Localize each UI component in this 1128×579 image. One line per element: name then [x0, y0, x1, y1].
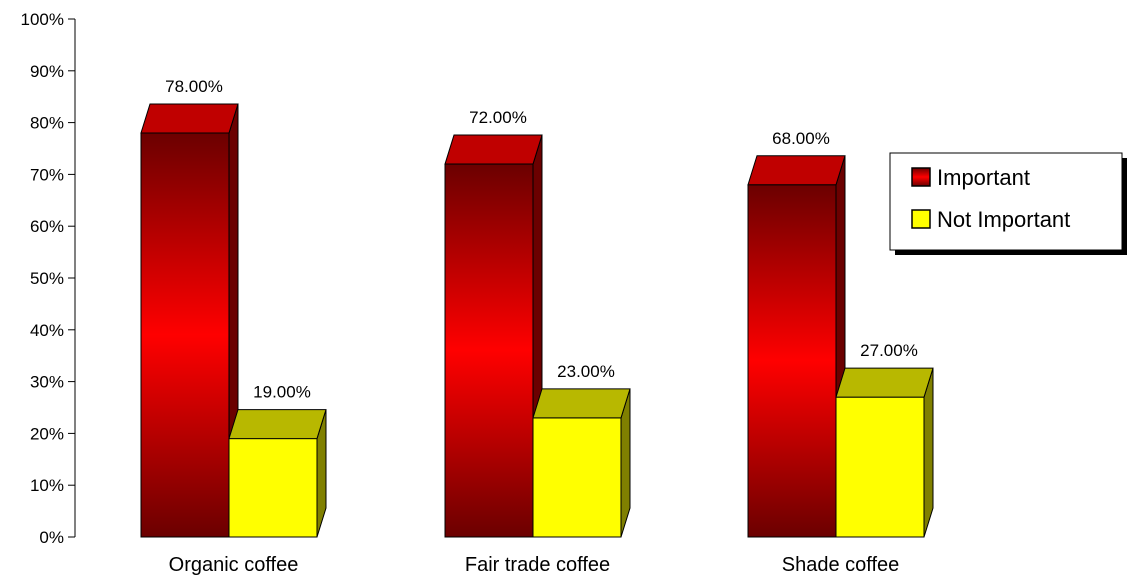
- y-tick-label: 0%: [39, 528, 64, 547]
- bar-not-important: [228, 409, 327, 538]
- y-tick-label: 30%: [30, 373, 64, 392]
- x-tick-label: Fair trade coffee: [465, 554, 610, 576]
- bar-front: [140, 132, 230, 538]
- bar-top: [835, 367, 934, 398]
- bar-front: [532, 417, 622, 538]
- plot-area: [140, 103, 934, 538]
- y-tick-label: 70%: [30, 165, 64, 184]
- bar-top: [444, 134, 543, 165]
- legend-item-label: Not Important: [937, 207, 1070, 232]
- bar-front: [228, 438, 318, 538]
- bar-top: [140, 103, 239, 134]
- bar-front: [835, 396, 925, 538]
- data-label: 27.00%: [860, 341, 918, 360]
- y-axis: 0% 10% 20% 30% 40% 50% 60% 70% 80% 90% 100%: [21, 10, 76, 547]
- y-tick-label: 100%: [21, 10, 64, 29]
- x-tick-label: Shade coffee: [782, 554, 900, 576]
- data-label: 72.00%: [469, 108, 527, 127]
- data-label: 68.00%: [772, 129, 830, 148]
- legend-item-label: Important: [937, 165, 1030, 190]
- bar-front: [747, 184, 837, 538]
- bar-top: [532, 388, 631, 419]
- y-tick-label: 10%: [30, 476, 64, 495]
- bar-front: [444, 163, 534, 538]
- data-label: 19.00%: [253, 383, 311, 402]
- data-label: 23.00%: [557, 362, 615, 381]
- bar-not-important: [532, 388, 631, 538]
- x-axis-labels: Organic coffee Fair trade coffee Shade cof…: [169, 554, 900, 576]
- legend-swatch: [911, 167, 931, 187]
- bar-top: [747, 155, 846, 186]
- y-tick-label: 60%: [30, 217, 64, 236]
- bar-important: [747, 155, 846, 538]
- y-tick-label: 40%: [30, 321, 64, 340]
- bar-not-important: [835, 367, 934, 538]
- bar-important: [140, 103, 239, 538]
- legend: Important Not Important: [889, 152, 1127, 255]
- legend-swatch: [911, 209, 931, 229]
- bar-important: [444, 134, 543, 538]
- y-tick-label: 90%: [30, 62, 64, 81]
- data-label: 78.00%: [165, 77, 223, 96]
- y-tick-label: 20%: [30, 424, 64, 443]
- y-tick-label: 50%: [30, 269, 64, 288]
- x-tick-label: Organic coffee: [169, 554, 299, 576]
- y-tick-label: 80%: [30, 114, 64, 133]
- bar-top: [228, 409, 327, 440]
- data-labels: 78.00% 19.00% 72.00% 23.00% 68.00% 27.00%: [165, 77, 918, 402]
